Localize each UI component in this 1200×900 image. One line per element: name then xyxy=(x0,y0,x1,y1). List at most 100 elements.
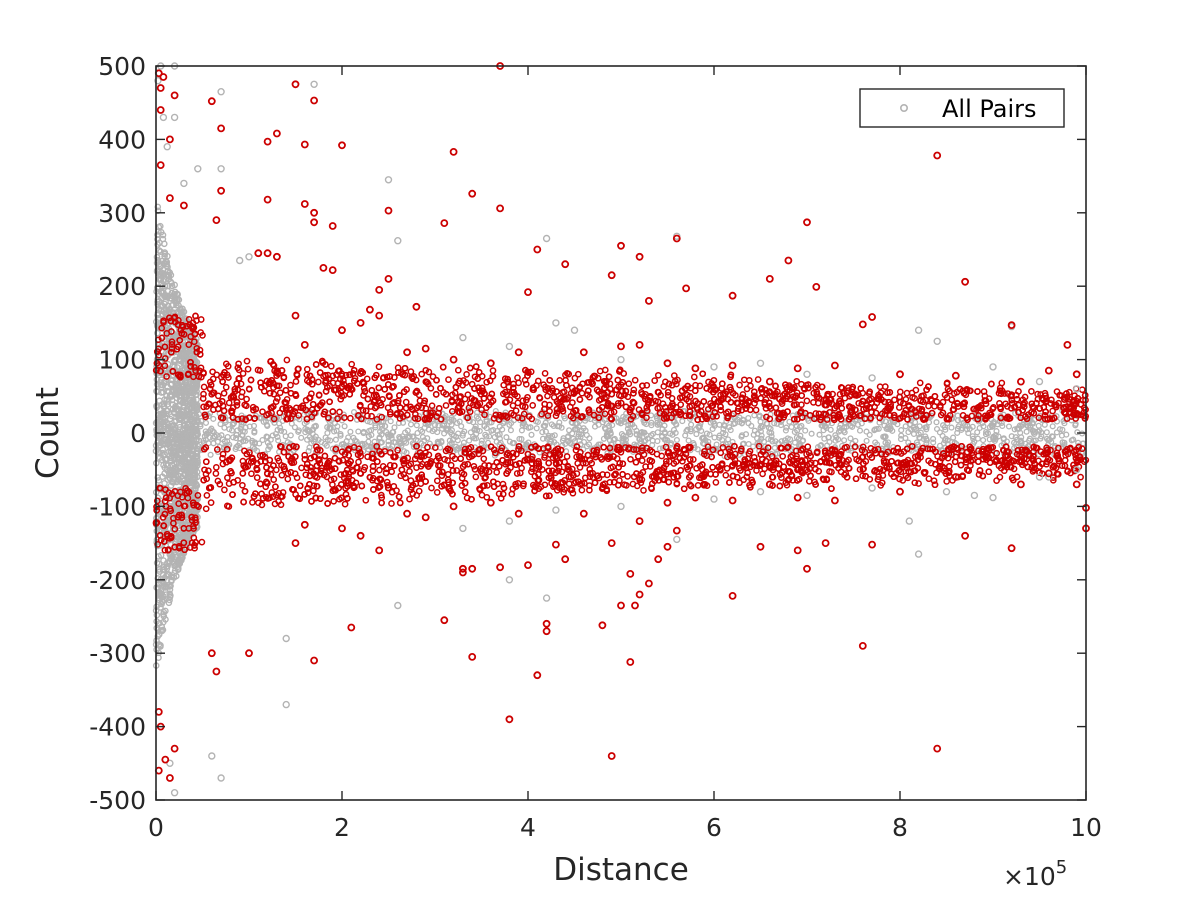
dense-band-point xyxy=(160,400,168,408)
dense-band-point xyxy=(243,395,250,403)
dense-band-point xyxy=(916,434,923,441)
dense-band-point xyxy=(275,437,282,444)
dense-band-point xyxy=(873,425,880,433)
dense-band-point xyxy=(165,436,172,443)
dense-band-point xyxy=(627,431,634,438)
dense-band-point xyxy=(930,439,937,446)
dense-band-point xyxy=(672,429,679,436)
dense-band-point xyxy=(332,436,339,443)
dense-band-point xyxy=(161,362,169,370)
dense-band-point xyxy=(472,473,480,481)
dense-band-point xyxy=(758,435,765,442)
dense-band-point xyxy=(808,430,815,437)
dense-band-point xyxy=(595,397,603,404)
dense-band-point xyxy=(648,485,655,493)
dense-band-point xyxy=(431,426,438,433)
dense-band-point xyxy=(933,425,941,433)
dense-band-point xyxy=(700,440,707,447)
dense-band-point xyxy=(685,437,692,444)
dense-band-point xyxy=(453,419,461,427)
dense-band-point xyxy=(720,425,727,433)
dense-band-point xyxy=(157,604,164,611)
dense-band-point xyxy=(176,423,183,430)
dense-band-point xyxy=(345,434,352,441)
dense-band-point xyxy=(180,463,187,470)
dense-band-point xyxy=(969,423,976,430)
dense-band-point xyxy=(293,404,300,412)
dense-band-point xyxy=(648,419,655,426)
dense-band-point xyxy=(309,426,316,433)
dense-band-point xyxy=(255,499,262,507)
dense-band-point xyxy=(295,428,302,435)
dense-band-point xyxy=(239,370,247,377)
dense-band-point xyxy=(298,434,305,441)
dense-band-point xyxy=(154,541,162,548)
dense-band-point xyxy=(736,418,743,426)
dense-band-point xyxy=(199,395,207,402)
dense-band-point xyxy=(548,421,555,428)
dense-band-point xyxy=(355,428,362,435)
dense-band-point xyxy=(160,240,168,248)
dense-band-point xyxy=(556,377,564,384)
dense-band-point xyxy=(925,402,932,410)
dense-band-point xyxy=(539,429,546,436)
dense-band-point xyxy=(636,432,643,439)
dense-band-point xyxy=(1023,428,1030,435)
dense-band-point xyxy=(165,599,173,607)
dense-band-point xyxy=(381,423,388,430)
dense-band-point xyxy=(992,432,999,439)
dense-band-point xyxy=(253,474,261,481)
dense-band-point xyxy=(191,364,198,371)
dense-band-point xyxy=(558,468,566,476)
dense-band-point xyxy=(745,377,753,384)
dense-band-point xyxy=(168,553,176,561)
dense-band-point xyxy=(159,449,166,456)
dense-band-point xyxy=(859,472,866,480)
dense-band-point xyxy=(176,306,184,314)
dense-band-point xyxy=(417,426,424,434)
dense-band-point xyxy=(161,421,168,428)
dense-band-point xyxy=(424,443,431,451)
dense-band-point xyxy=(448,408,456,415)
dense-band-point xyxy=(662,457,670,465)
dense-band-point xyxy=(507,427,514,434)
dense-band-point xyxy=(797,446,805,454)
dense-band-point xyxy=(238,415,246,422)
dense-band-point xyxy=(495,490,503,498)
dense-band-point xyxy=(804,443,812,451)
dense-band-point xyxy=(281,428,288,435)
dense-band-point xyxy=(168,396,176,404)
dense-band-point xyxy=(169,401,177,408)
dense-band-point xyxy=(566,427,573,434)
dense-band-point xyxy=(438,438,445,445)
dense-band-point xyxy=(209,375,217,383)
dense-band-point xyxy=(208,425,215,432)
dense-band-point xyxy=(758,432,765,439)
dense-band-point xyxy=(551,439,558,446)
dense-band-point xyxy=(974,435,981,442)
dense-band-point xyxy=(564,434,571,441)
dense-band-point xyxy=(213,371,221,379)
dense-band-point xyxy=(541,370,549,377)
dense-band-point xyxy=(682,432,689,439)
dense-band-point xyxy=(945,462,953,470)
dense-band-point xyxy=(290,442,297,450)
dense-band-point xyxy=(578,431,585,438)
dense-band-point xyxy=(185,341,193,348)
dense-band-point xyxy=(163,456,170,463)
dense-band-point xyxy=(158,600,165,608)
dense-band-point xyxy=(184,436,191,443)
dense-band-point xyxy=(519,482,527,490)
dense-band-point xyxy=(847,422,854,429)
dense-band-point xyxy=(855,391,862,399)
dense-band-point xyxy=(885,439,892,446)
dense-band-point xyxy=(445,425,452,433)
dense-band-point xyxy=(315,378,322,386)
dense-band-point xyxy=(783,424,790,431)
dense-band-point xyxy=(602,426,609,433)
dense-band-point xyxy=(475,450,483,458)
dense-band-point xyxy=(190,437,197,444)
dense-band-point xyxy=(595,421,602,428)
dense-band-point xyxy=(1041,421,1048,428)
dense-band-point xyxy=(800,384,808,392)
